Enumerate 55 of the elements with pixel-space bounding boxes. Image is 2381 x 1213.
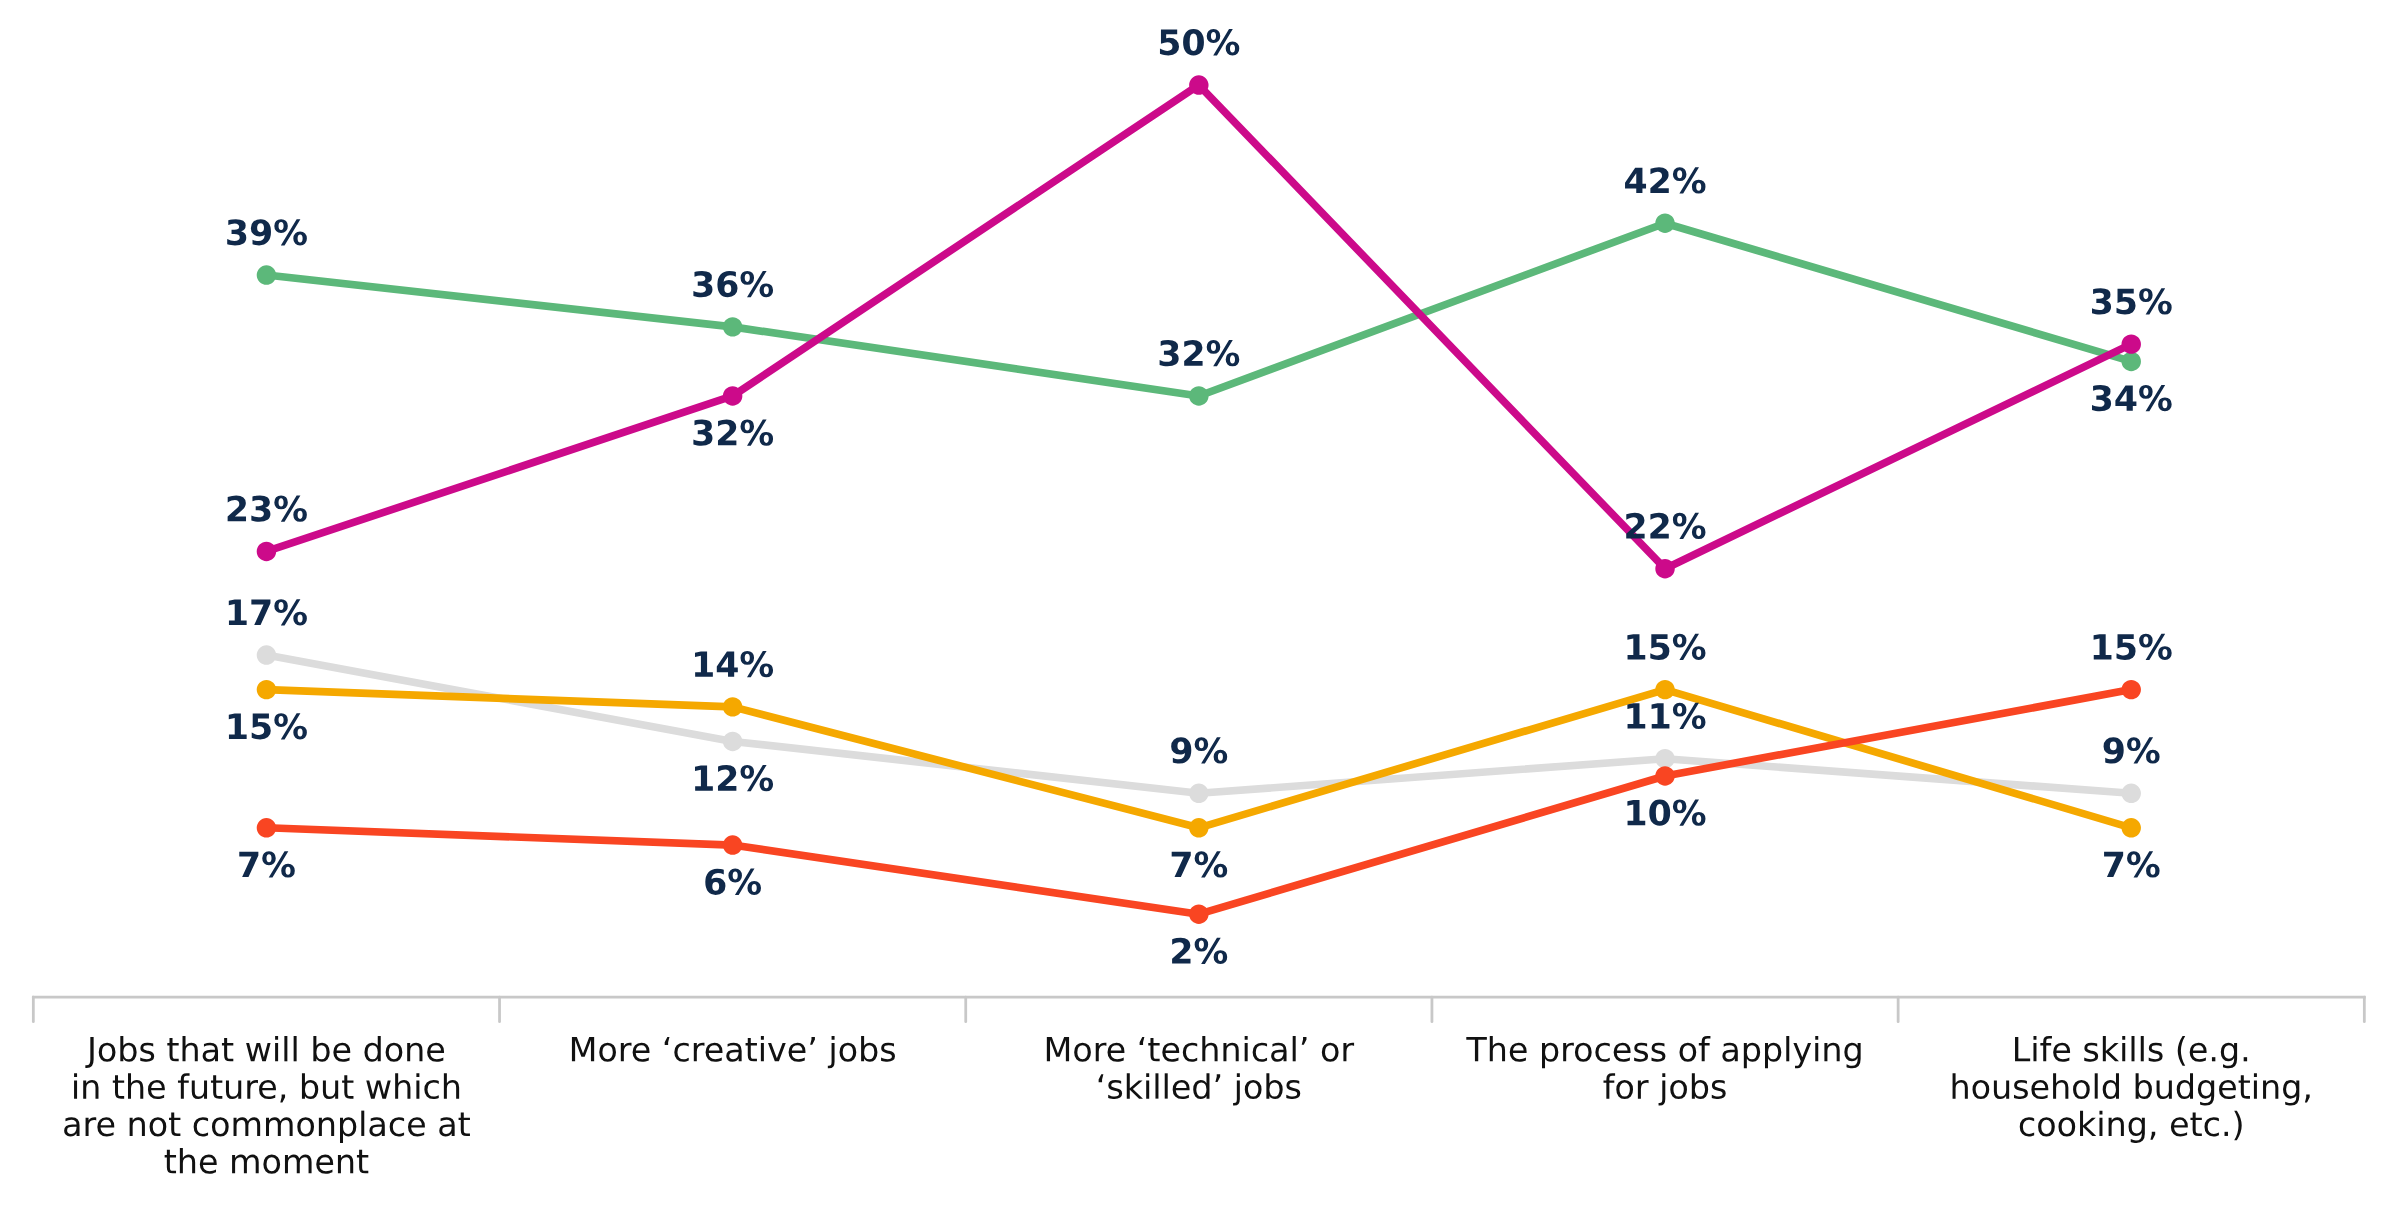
data-label: 7% xyxy=(239,851,295,878)
data-label: 7% xyxy=(2104,851,2160,878)
point xyxy=(1655,766,1675,786)
data-label: 11% xyxy=(1627,702,1706,730)
point xyxy=(722,386,743,406)
point xyxy=(1655,679,1675,700)
data-label: 10% xyxy=(1627,799,1706,826)
data-label: 42% xyxy=(1625,167,1706,194)
point xyxy=(1189,904,1209,924)
point xyxy=(2121,818,2141,838)
x-tick-label: The process of applying for jobs xyxy=(1466,1035,1861,1106)
data-label: 7% xyxy=(1171,851,1228,878)
point xyxy=(1189,75,1209,95)
data-label: 22% xyxy=(1626,512,1706,540)
point xyxy=(256,679,277,700)
data-label: 17% xyxy=(228,599,307,626)
x-tick-label: Jobs that will be done in the future, but which are not commonplace at the moment xyxy=(64,1035,470,1174)
data-label: 9% xyxy=(1171,737,1228,764)
point xyxy=(256,265,277,285)
point xyxy=(2121,783,2141,803)
data-label: 32% xyxy=(693,419,774,446)
point xyxy=(1655,558,1675,579)
point xyxy=(722,697,743,717)
data-label: 50% xyxy=(1159,29,1240,56)
point xyxy=(1189,783,1209,803)
data-label: 36% xyxy=(693,270,774,298)
data-label: 32% xyxy=(1159,340,1240,367)
point xyxy=(1189,818,1209,838)
x-tick-label: More ‘technical’ or ‘skilled’ jobs xyxy=(1046,1035,1355,1106)
point xyxy=(722,731,743,752)
point xyxy=(722,317,743,337)
point xyxy=(722,835,743,855)
data-label: 39% xyxy=(227,219,307,246)
data-label: 23% xyxy=(227,495,307,522)
data-label: 35% xyxy=(2092,288,2172,315)
data-label: 2% xyxy=(1172,937,1228,964)
point xyxy=(2121,351,2141,372)
data-label: 34% xyxy=(2092,384,2172,412)
data-label: 15% xyxy=(228,713,307,740)
data-label: 9% xyxy=(2103,737,2160,764)
point xyxy=(256,645,277,665)
point xyxy=(256,541,277,562)
point xyxy=(2121,679,2141,700)
point xyxy=(2121,334,2141,354)
point xyxy=(1655,748,1675,769)
data-label: 14% xyxy=(695,650,774,678)
x-tick-label: Life skills (e.g. household budgeting, cooking, etc.) xyxy=(1952,1035,2310,1143)
data-label: 15% xyxy=(2093,633,2172,660)
data-label: 6% xyxy=(705,868,761,895)
point xyxy=(256,818,277,838)
point xyxy=(1189,386,1209,406)
data-label: 12% xyxy=(695,764,774,792)
point xyxy=(1655,213,1675,233)
data-label: 15% xyxy=(1627,633,1706,660)
x-tick-label: More ‘creative’ jobs xyxy=(571,1035,895,1069)
